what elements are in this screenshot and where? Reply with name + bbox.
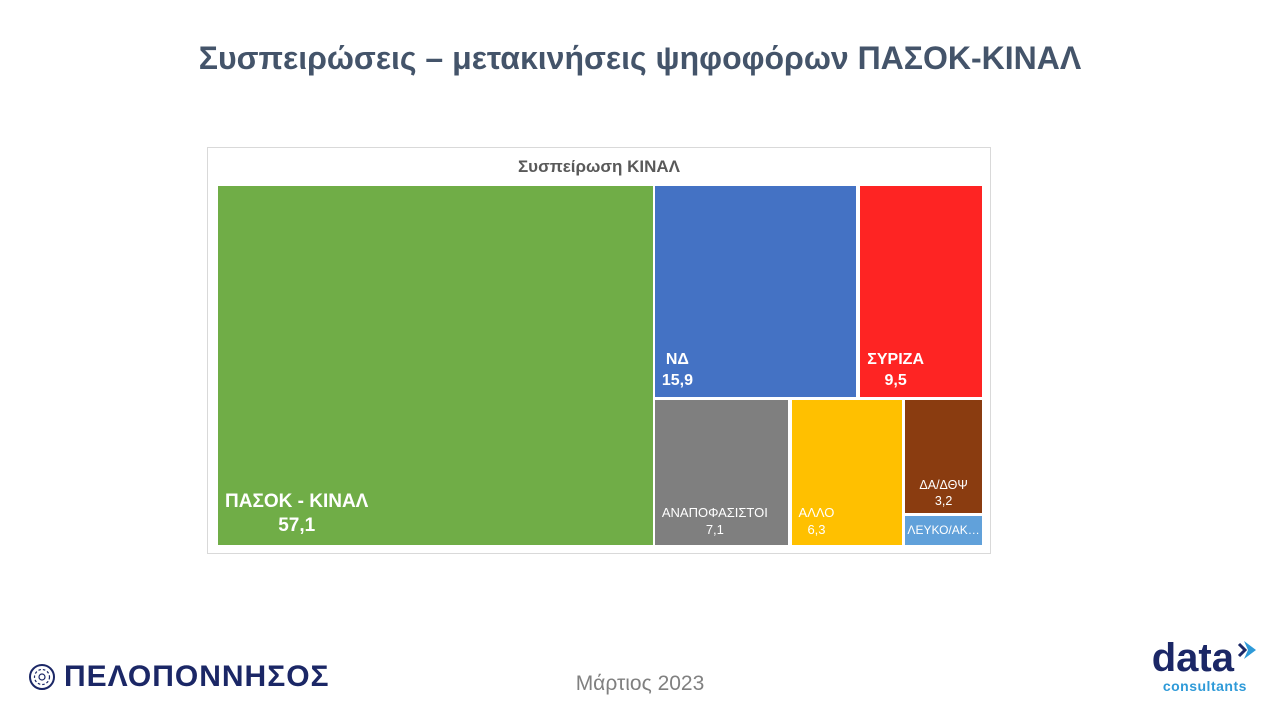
- treemap-block-3: ΣΥΡΙΖΑ 9,5: [860, 186, 982, 398]
- treemap-chart: Συσπείρωση ΚΙΝΑΛ ΠΑΣΟΚ - ΚΙΝΑΛ 57,1 ΝΔ 15,9…: [207, 147, 991, 554]
- treemap-block-7: ΛΕΥΚΟ/ΑΚ…: [905, 516, 982, 545]
- peloponnisos-logo: ΠΕΛΟΠΟΝΝΗΣΟΣ: [28, 660, 330, 694]
- treemap-item-name: ΛΕΥΚΟ/ΑΚ…: [907, 522, 980, 537]
- treemap-item-name: ΝΔ: [665, 350, 689, 368]
- data-logo-subtext: consultants: [1162, 678, 1247, 694]
- treemap-item-name: ΔΑ/ΔΘΨ: [919, 477, 968, 492]
- peloponnisos-seal-icon: [28, 663, 56, 691]
- treemap-block-label: ΠΑΣΟΚ - ΚΙΝΑΛ 57,1: [225, 490, 368, 539]
- treemap-item-name: ΑΝΑΠΟΦΑΣΙΣΤΟΙ: [661, 505, 768, 521]
- treemap-item-value: 7,1: [705, 522, 724, 538]
- arrow-right-icon: [1236, 639, 1258, 661]
- peloponnisos-logo-text: ΠΕΛΟΠΟΝΝΗΣΟΣ: [64, 660, 330, 693]
- treemap-item-name: ΠΑΣΟΚ - ΚΙΝΑΛ: [225, 490, 369, 512]
- treemap-block-5: ΑΛΛΟ 6,3: [791, 400, 903, 545]
- treemap-block-label: ΛΕΥΚΟ/ΑΚ…: [907, 523, 979, 539]
- treemap-block-label: ΝΔ 15,9: [662, 350, 693, 392]
- slide-title: Συσπειρώσεις – μετακινήσεις ψηφοφόρων ΠΑ…: [198, 40, 1082, 76]
- treemap-block-label: ΑΛΛΟ 6,3: [799, 505, 835, 539]
- treemap-block-1: ΠΑΣΟΚ - ΚΙΝΑΛ 57,1: [218, 186, 653, 545]
- treemap-item-value: 15,9: [661, 371, 693, 389]
- data-consultants-logo: data consultants: [1151, 636, 1258, 694]
- treemap-block-4: ΑΝΑΠΟΦΑΣΙΣΤΟΙ 7,1: [654, 400, 789, 545]
- chart-title: Συσπείρωση ΚΙΝΑΛ: [517, 157, 681, 176]
- slide-date: Μάρτιος 2023: [575, 672, 705, 695]
- treemap-block-2: ΝΔ 15,9: [654, 186, 857, 398]
- treemap-block-label: ΑΝΑΠΟΦΑΣΙΣΤΟΙ 7,1: [662, 505, 768, 539]
- data-logo-text: data: [1151, 636, 1234, 680]
- treemap-block-label: ΣΥΡΙΖΑ 9,5: [867, 350, 924, 392]
- treemap-block-6: ΔΑ/ΔΘΨ 3,2: [905, 400, 982, 514]
- treemap-item-value: 3,2: [934, 493, 953, 508]
- treemap-item-name: ΑΛΛΟ: [798, 505, 835, 521]
- treemap-item-value: 6,3: [807, 522, 826, 538]
- treemap-block-label: ΔΑ/ΔΘΨ 3,2: [919, 477, 967, 510]
- treemap-item-value: 9,5: [884, 371, 907, 389]
- treemap-item-value: 57,1: [278, 515, 316, 537]
- treemap-item-name: ΣΥΡΙΖΑ: [867, 350, 924, 368]
- treemap-plot: ΠΑΣΟΚ - ΚΙΝΑΛ 57,1 ΝΔ 15,9 ΣΥΡΙΖΑ 9,5 ΑΝΑΠΟΦΑΣ…: [218, 186, 982, 545]
